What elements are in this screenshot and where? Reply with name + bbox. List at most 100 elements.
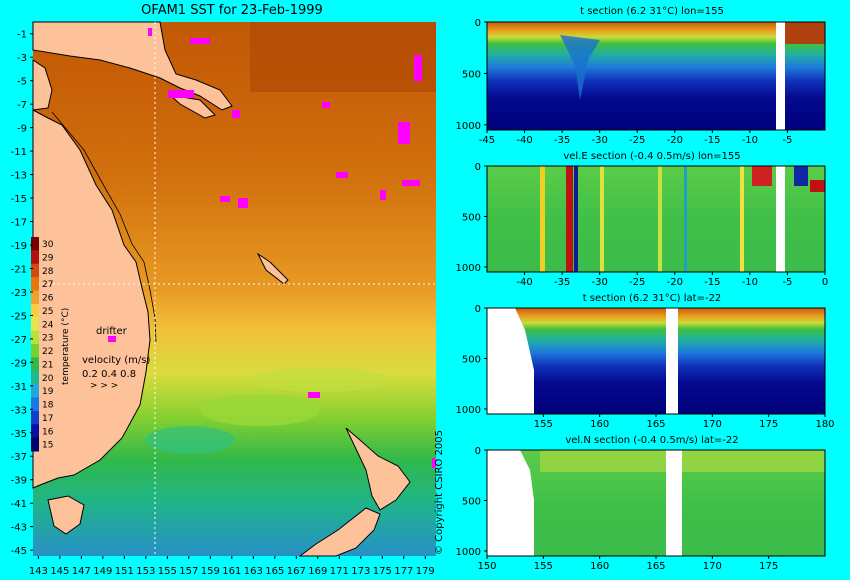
section-x-tick-label: 175 — [759, 419, 778, 430]
map-x-tick-label: 169 — [308, 566, 327, 577]
map-y-tick-label: -3 — [17, 53, 27, 64]
colorbar-swatch — [31, 330, 39, 345]
section-x-tick-label: 180 — [815, 419, 834, 430]
velE-surface-eddy — [752, 166, 772, 186]
section-y-tick-label: 0 — [475, 162, 481, 173]
section-x-tick-label: 175 — [759, 561, 778, 572]
sst-map-panel: OFAM1 SST for 23-Feb-1999 — [11, 3, 436, 577]
drifter-track — [336, 172, 348, 178]
map-x-tick-label: 167 — [287, 566, 306, 577]
shelf-contour — [51, 111, 157, 343]
map-y-tick-label: -15 — [11, 194, 27, 205]
section-x-tick-label: -5 — [782, 277, 792, 288]
map-y-tick-label: -23 — [11, 288, 27, 299]
section-x-tick-label: -40 — [516, 135, 532, 146]
map-x-tick-label: 165 — [265, 566, 284, 577]
map-y-tick-label: -45 — [11, 546, 27, 557]
map-x-tick-label: 143 — [29, 566, 48, 577]
drifter-track — [168, 90, 194, 98]
new-caledonia — [256, 252, 289, 285]
map-x-tick-label: 149 — [93, 566, 112, 577]
section-x-tick-label: -25 — [629, 135, 645, 146]
section-x-tick-label: -30 — [591, 277, 607, 288]
section-y-tick-label: 500 — [462, 69, 481, 80]
section-x-tick-label: -45 — [479, 135, 495, 146]
drifter-track — [308, 392, 320, 398]
drifter-track — [190, 38, 210, 44]
map-x-tick-label: 177 — [394, 566, 413, 577]
section-y-tick-label: 500 — [462, 354, 481, 365]
velE-jet — [566, 166, 573, 272]
map-x-tick-label: 161 — [222, 566, 241, 577]
drifter-track — [322, 102, 330, 108]
map-x-tick-label: 171 — [330, 566, 349, 577]
section-x-tick-label: 150 — [477, 561, 496, 572]
map-x-tick-labels: 143 145 147 149 151 153 155 157 159 161 163 165 167 1… — [29, 556, 435, 577]
map-y-tick-label: -43 — [11, 523, 27, 534]
velocity-legend-values: 0.2 0.4 0.8 — [82, 369, 136, 380]
drifter-track — [432, 458, 436, 468]
colorbar-swatch — [31, 277, 39, 291]
colorbar-tick-label: 20 — [42, 374, 54, 384]
map-y-tick-label: -35 — [11, 429, 27, 440]
section-y-tick-label: 0 — [475, 446, 481, 457]
velN-surface-band — [540, 450, 825, 472]
colorbar-tick-label: 18 — [42, 401, 54, 411]
map-x-tick-label: 145 — [50, 566, 69, 577]
drifter-track — [232, 110, 240, 118]
colorbar-tick-label: 16 — [42, 427, 54, 437]
drifter-legend-swatch — [108, 336, 116, 342]
velN-section-lat-land — [487, 450, 534, 556]
colorbar-tick-label: 24 — [42, 320, 54, 330]
drifter-tracks — [148, 28, 436, 468]
velN-section-lat-title: vel.N section (-0.4 0.5m/s) lat=-22 — [565, 435, 738, 446]
section-x-tick-label: 160 — [590, 561, 609, 572]
colorbar-tick-label: 17 — [42, 414, 53, 424]
colorbar-swatch — [31, 303, 39, 318]
section-x-tick-label: -35 — [554, 277, 570, 288]
section-x-tick-label: -5 — [782, 135, 792, 146]
colorbar-swatch — [31, 370, 39, 385]
section-x-tick-label: -25 — [629, 277, 645, 288]
map-y-tick-label: -25 — [11, 311, 27, 322]
velE-surface-eddy — [794, 166, 808, 186]
sst-warm-pool — [250, 22, 436, 92]
map-y-tick-label: -11 — [11, 147, 27, 158]
section-x-tick-label: 165 — [646, 419, 665, 430]
section-x-tick-label: 155 — [534, 419, 553, 430]
section-y-tick-label: 1000 — [456, 547, 481, 558]
colorbar: 30 29 28 27 26 25 24 23 22 21 20 19 18 17 16 15 tempera… — [31, 237, 71, 452]
colorbar-tick-label: 22 — [42, 347, 53, 357]
t-section-lon-field — [487, 22, 825, 130]
section-x-tick-label: -15 — [704, 277, 720, 288]
colorbar-swatch — [31, 437, 39, 452]
velE-section-lon-axes: -40 -35 -30 -25 -20 -15 -10 -5 0 0 500 1000 — [456, 162, 829, 288]
t-section-lon-axes: -45 -40 -35 -30 -25 -20 -15 -10 -5 0 500 1000 — [456, 18, 826, 146]
drifter-track — [402, 180, 420, 186]
section-x-tick-label: 170 — [703, 419, 722, 430]
drifter-track — [414, 55, 422, 81]
velE-section-lon-gap — [776, 166, 785, 272]
velE-jet — [658, 166, 662, 272]
map-x-tick-label: 179 — [416, 566, 435, 577]
section-y-tick-label: 1000 — [456, 263, 481, 274]
cape-york-land — [32, 59, 53, 111]
colorbar-tick-label: 21 — [42, 360, 53, 370]
map-x-tick-label: 159 — [201, 566, 220, 577]
colorbar-swatch — [31, 410, 39, 425]
map-x-tick-label: 175 — [373, 566, 392, 577]
velE-section-lon-title: vel.E section (-0.4 0.5m/s) lon=155 — [563, 151, 740, 162]
section-x-tick-label: 0 — [822, 277, 828, 288]
colorbar-tick-label: 23 — [42, 334, 53, 344]
section-x-tick-label: 160 — [590, 419, 609, 430]
map-y-tick-label: -37 — [11, 452, 27, 463]
map-y-tick-label: -31 — [11, 382, 27, 393]
nz-south-island — [298, 507, 381, 557]
velE-jet — [740, 166, 744, 272]
velE-section-lon-panel: vel.E section (-0.4 0.5m/s) lon=155 -40-… — [456, 151, 829, 288]
tasmania — [47, 495, 85, 535]
section-x-tick-label: 170 — [703, 561, 722, 572]
section-x-tick-label: -20 — [667, 277, 683, 288]
colorbar-swatch — [31, 397, 39, 412]
